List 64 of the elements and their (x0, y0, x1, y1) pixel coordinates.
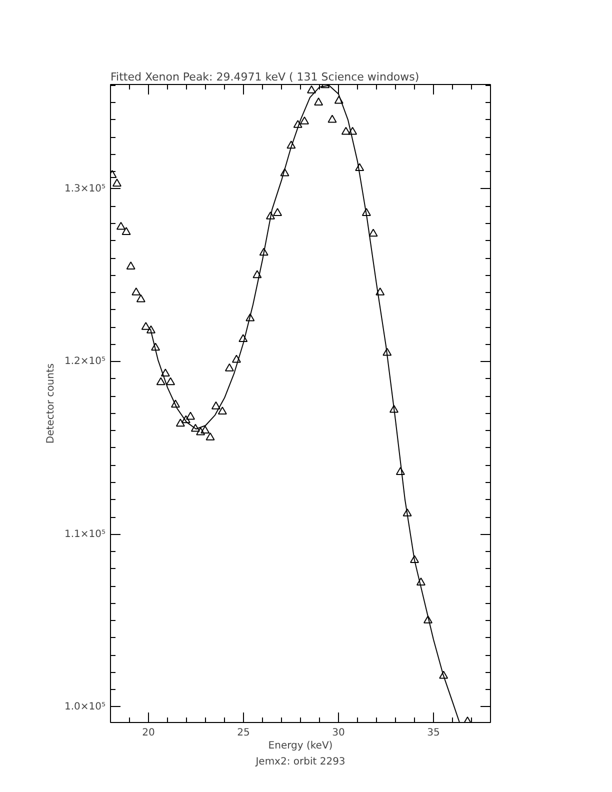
point (382, 348, 392, 356)
point (190, 424, 200, 432)
point (273, 208, 282, 216)
x-tick-label: 30 (332, 728, 345, 738)
y-tick-label: 1.2×10⁵ (64, 356, 106, 368)
x-tick-label: 25 (237, 728, 250, 738)
point (156, 377, 166, 386)
point (136, 294, 146, 302)
point (151, 342, 160, 351)
x-tick-label: 35 (427, 728, 440, 738)
point (355, 163, 364, 172)
point (307, 85, 316, 94)
point (252, 270, 262, 278)
point (280, 168, 290, 176)
y-tick-label: 1.1×10⁵ (64, 528, 106, 540)
point (218, 406, 227, 415)
point (186, 412, 195, 420)
point (286, 140, 296, 149)
point (176, 418, 185, 427)
point (211, 401, 220, 410)
x-axis-title: Energy (keV) (268, 740, 333, 752)
point (300, 116, 309, 124)
point (439, 670, 448, 679)
y-tick-label: 1.3×10⁵ (64, 183, 106, 194)
point (132, 287, 141, 296)
point (232, 354, 241, 363)
point (314, 98, 324, 106)
point (416, 578, 426, 586)
y-axis-title: Detector counts (45, 363, 56, 444)
point (112, 178, 122, 187)
point (389, 404, 398, 413)
point (126, 262, 136, 270)
point (362, 208, 371, 216)
point (376, 287, 385, 296)
point (266, 211, 275, 220)
point (410, 555, 419, 564)
point (423, 616, 432, 624)
point (200, 426, 210, 434)
point (368, 228, 378, 237)
point (170, 400, 180, 408)
text: Jemx2: orbit 2293 (254, 756, 346, 768)
point (116, 222, 126, 230)
point (402, 508, 412, 516)
x-tick-label: 20 (142, 728, 155, 738)
y-tick-label: 1.0×10⁵ (64, 701, 106, 712)
point (141, 322, 150, 330)
point (348, 126, 358, 135)
point (206, 432, 215, 440)
point (146, 325, 156, 334)
point (181, 415, 190, 424)
point (238, 334, 248, 342)
point (396, 467, 405, 475)
point (166, 377, 176, 386)
point (224, 363, 234, 372)
point (328, 114, 337, 123)
point (334, 96, 344, 104)
point (196, 427, 206, 436)
point (259, 248, 268, 256)
point (341, 126, 350, 135)
chart-title: Fitted Xenon Peak: 29.4971 keV ( 131 Science windows) (110, 70, 420, 84)
point (293, 120, 302, 128)
point (160, 368, 170, 377)
point (122, 227, 131, 235)
point (246, 313, 255, 322)
